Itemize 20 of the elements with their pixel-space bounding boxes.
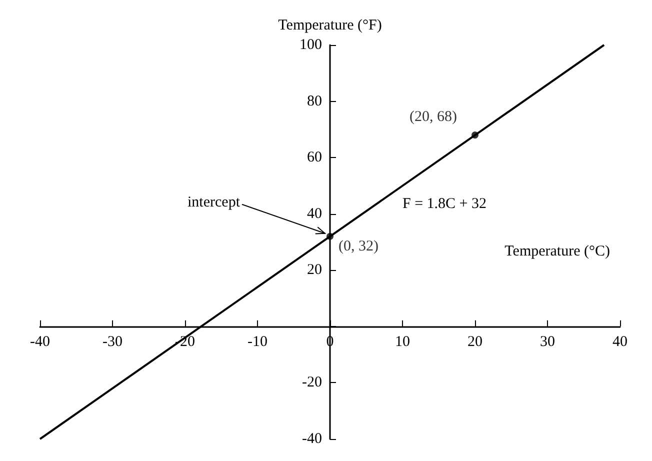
- x-tick-label: 10: [395, 334, 410, 350]
- annotation: F = 1.8C + 32: [402, 196, 487, 212]
- y-tick-label: 60: [307, 150, 322, 166]
- y-tick-label: -20: [302, 374, 322, 391]
- y-tick-label: 20: [307, 262, 322, 278]
- x-tick-label: 40: [612, 334, 628, 350]
- y-tick-label: 80: [307, 93, 322, 110]
- y-tick-label: 40: [307, 206, 322, 222]
- y-tick-label: -40: [302, 431, 322, 447]
- x-tick-label: -30: [102, 334, 122, 350]
- x-tick-label: 20: [468, 334, 482, 350]
- x-axis-title: Temperature (°C): [504, 244, 610, 260]
- x-tick-label: -10: [248, 334, 268, 350]
- y-tick-label: 100: [300, 37, 322, 53]
- data-label: (0, 32): [338, 238, 378, 254]
- y-axis-title: Temperature (°F): [278, 18, 382, 34]
- data-label: (20, 68): [410, 109, 457, 126]
- x-tick-label: 30: [540, 334, 555, 350]
- annotation: intercept: [188, 194, 241, 210]
- x-tick-label: -40: [30, 334, 50, 350]
